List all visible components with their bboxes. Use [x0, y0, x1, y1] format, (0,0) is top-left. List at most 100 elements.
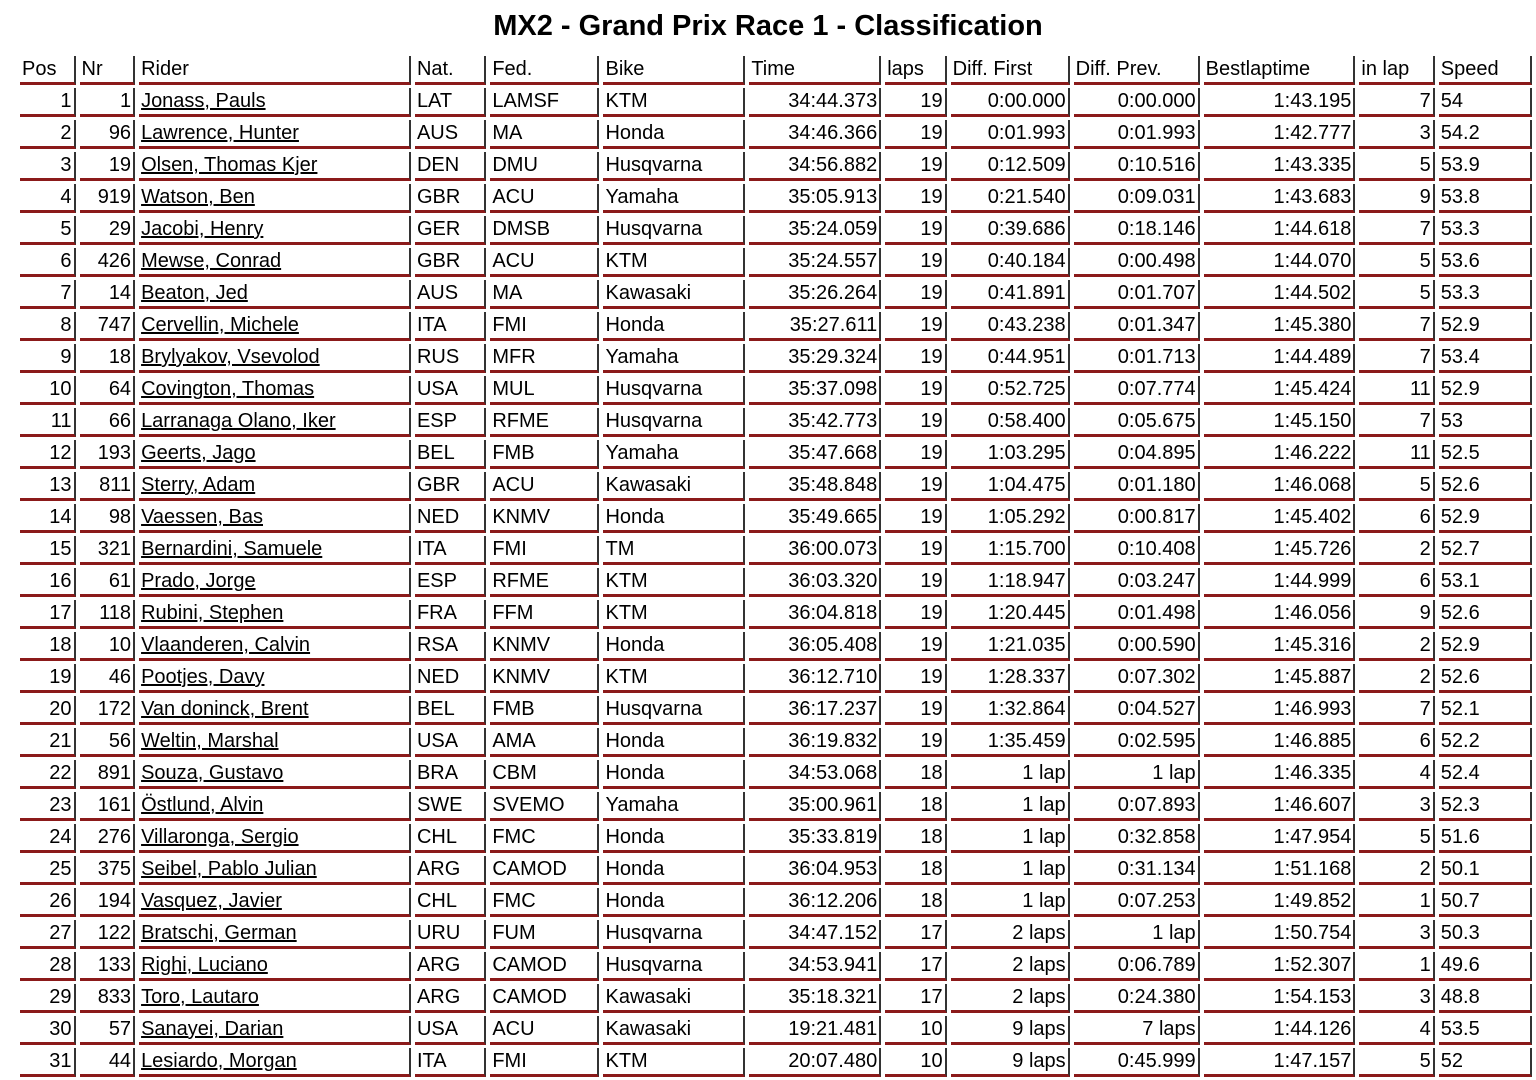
- rider-link[interactable]: Rubini, Stephen: [141, 602, 284, 624]
- cell-pos: 10: [20, 376, 76, 405]
- cell-bike: Husqvarna: [603, 408, 746, 437]
- cell-rider: Larranaga Olano, Iker: [139, 408, 411, 437]
- cell-time: 36:12.710: [749, 664, 882, 693]
- cell-speed: 51.6: [1438, 824, 1532, 853]
- cell-diff-first: 2 laps: [950, 952, 1070, 981]
- page-title: MX2 - Grand Prix Race 1 - Classification: [493, 10, 1043, 42]
- rider-link[interactable]: Bratschi, German: [141, 922, 297, 944]
- rider-link[interactable]: Lawrence, Hunter: [141, 122, 299, 144]
- rider-link[interactable]: Cervellin, Michele: [141, 314, 299, 336]
- cell-laps: 10: [885, 1048, 947, 1077]
- cell-bestlaptime: 1:44.502: [1203, 280, 1356, 309]
- cell-diff-prev: 0:01.707: [1073, 280, 1200, 309]
- column-header-time: Time: [749, 56, 882, 85]
- rider-link[interactable]: Villaronga, Sergio: [141, 826, 299, 848]
- cell-nr: 811: [79, 472, 136, 501]
- rider-link[interactable]: Mewse, Conrad: [141, 250, 282, 272]
- cell-bike: Honda: [603, 632, 746, 661]
- cell-nat: CHL: [414, 888, 487, 917]
- cell-bestlaptime: 1:49.852: [1203, 888, 1356, 917]
- rider-link[interactable]: Jacobi, Henry: [141, 218, 264, 240]
- rider-link[interactable]: Geerts, Jago: [141, 442, 256, 464]
- cell-diff-first: 1 lap: [950, 760, 1070, 789]
- rider-link[interactable]: Vlaanderen, Calvin: [141, 634, 311, 656]
- rider-link[interactable]: Lesiardo, Morgan: [141, 1050, 297, 1072]
- rider-link[interactable]: Van doninck, Brent: [141, 698, 309, 720]
- cell-nat: BEL: [414, 696, 487, 725]
- cell-laps: 19: [885, 344, 947, 373]
- cell-pos: 20: [20, 696, 76, 725]
- rider-link[interactable]: Beaton, Jed: [141, 282, 248, 304]
- cell-diff-prev: 1 lap: [1073, 760, 1200, 789]
- cell-bike: Husqvarna: [603, 952, 746, 981]
- table-row: 20 172 Van doninck, Brent BEL FMB Husqvarna 36…: [20, 696, 1532, 725]
- cell-diff-first: 1:28.337: [950, 664, 1070, 693]
- table-row: 13 811 Sterry, Adam GBR ACU Kawasaki 35:48.848…: [20, 472, 1532, 501]
- cell-nr: 321: [79, 536, 136, 565]
- table-row: 29 833 Toro, Lautaro ARG CAMOD Kawasaki 35:18.…: [20, 984, 1532, 1013]
- rider-link[interactable]: Covington, Thomas: [141, 378, 315, 400]
- rider-link[interactable]: Watson, Ben: [141, 186, 255, 208]
- cell-time: 36:05.408: [749, 632, 882, 661]
- cell-pos: 26: [20, 888, 76, 917]
- rider-link[interactable]: Pootjes, Davy: [141, 666, 265, 688]
- cell-nat: GBR: [414, 184, 487, 213]
- cell-laps: 18: [885, 856, 947, 885]
- rider-link[interactable]: Larranaga Olano, Iker: [141, 410, 336, 432]
- cell-fed: CAMOD: [490, 952, 600, 981]
- rider-link[interactable]: Brylyakov, Vsevolod: [141, 346, 320, 368]
- rider-link[interactable]: Vaessen, Bas: [141, 506, 263, 528]
- cell-diff-first: 1:32.864: [950, 696, 1070, 725]
- cell-diff-first: 0:01.993: [950, 120, 1070, 149]
- rider-link[interactable]: Souza, Gustavo: [141, 762, 284, 784]
- cell-time: 35:24.557: [749, 248, 882, 277]
- cell-diff-prev: 0:07.774: [1073, 376, 1200, 405]
- cell-laps: 19: [885, 88, 947, 117]
- cell-bike: Honda: [603, 824, 746, 853]
- cell-time: 35:00.961: [749, 792, 882, 821]
- cell-diff-first: 1:05.292: [950, 504, 1070, 533]
- cell-in-lap: 4: [1359, 760, 1435, 789]
- cell-nat: ARG: [414, 984, 487, 1013]
- rider-link[interactable]: Jonass, Pauls: [141, 90, 266, 112]
- cell-laps: 19: [885, 504, 947, 533]
- cell-diff-prev: 0:07.893: [1073, 792, 1200, 821]
- column-header-bestlaptime: Bestlaptime: [1203, 56, 1356, 85]
- cell-speed: 53.9: [1438, 152, 1532, 181]
- cell-laps: 19: [885, 152, 947, 181]
- rider-link[interactable]: Sanayei, Darian: [141, 1018, 284, 1040]
- rider-link[interactable]: Righi, Luciano: [141, 954, 268, 976]
- cell-bestlaptime: 1:43.335: [1203, 152, 1356, 181]
- cell-bestlaptime: 1:44.070: [1203, 248, 1356, 277]
- cell-fed: AMA: [490, 728, 600, 757]
- rider-link[interactable]: Weltin, Marshal: [141, 730, 279, 752]
- table-row: 7 14 Beaton, Jed AUS MA Kawasaki 35:26.264 19 0:…: [20, 280, 1532, 309]
- cell-in-lap: 2: [1359, 536, 1435, 565]
- cell-rider: Watson, Ben: [139, 184, 411, 213]
- cell-bike: Kawasaki: [603, 1016, 746, 1045]
- rider-link[interactable]: Östlund, Alvin: [141, 794, 264, 816]
- cell-laps: 18: [885, 792, 947, 821]
- rider-link[interactable]: Seibel, Pablo Julian: [141, 858, 317, 880]
- rider-link[interactable]: Bernardini, Samuele: [141, 538, 323, 560]
- cell-diff-prev: 0:07.302: [1073, 664, 1200, 693]
- cell-bestlaptime: 1:45.726: [1203, 536, 1356, 565]
- rider-link[interactable]: Toro, Lautaro: [141, 986, 259, 1008]
- rider-link[interactable]: Sterry, Adam: [141, 474, 256, 496]
- cell-nat: BEL: [414, 440, 487, 469]
- cell-bike: Kawasaki: [603, 984, 746, 1013]
- cell-in-lap: 9: [1359, 184, 1435, 213]
- cell-nat: USA: [414, 1016, 487, 1045]
- cell-fed: ACU: [490, 472, 600, 501]
- rider-link[interactable]: Prado, Jorge: [141, 570, 256, 592]
- cell-bestlaptime: 1:44.618: [1203, 216, 1356, 245]
- cell-diff-first: 1:18.947: [950, 568, 1070, 597]
- rider-link[interactable]: Vasquez, Javier: [141, 890, 282, 912]
- rider-link[interactable]: Olsen, Thomas Kjer: [141, 154, 318, 176]
- cell-diff-first: 0:43.238: [950, 312, 1070, 341]
- cell-laps: 19: [885, 184, 947, 213]
- cell-time: 35:24.059: [749, 216, 882, 245]
- cell-diff-first: 1 lap: [950, 888, 1070, 917]
- cell-bestlaptime: 1:47.954: [1203, 824, 1356, 853]
- cell-in-lap: 11: [1359, 376, 1435, 405]
